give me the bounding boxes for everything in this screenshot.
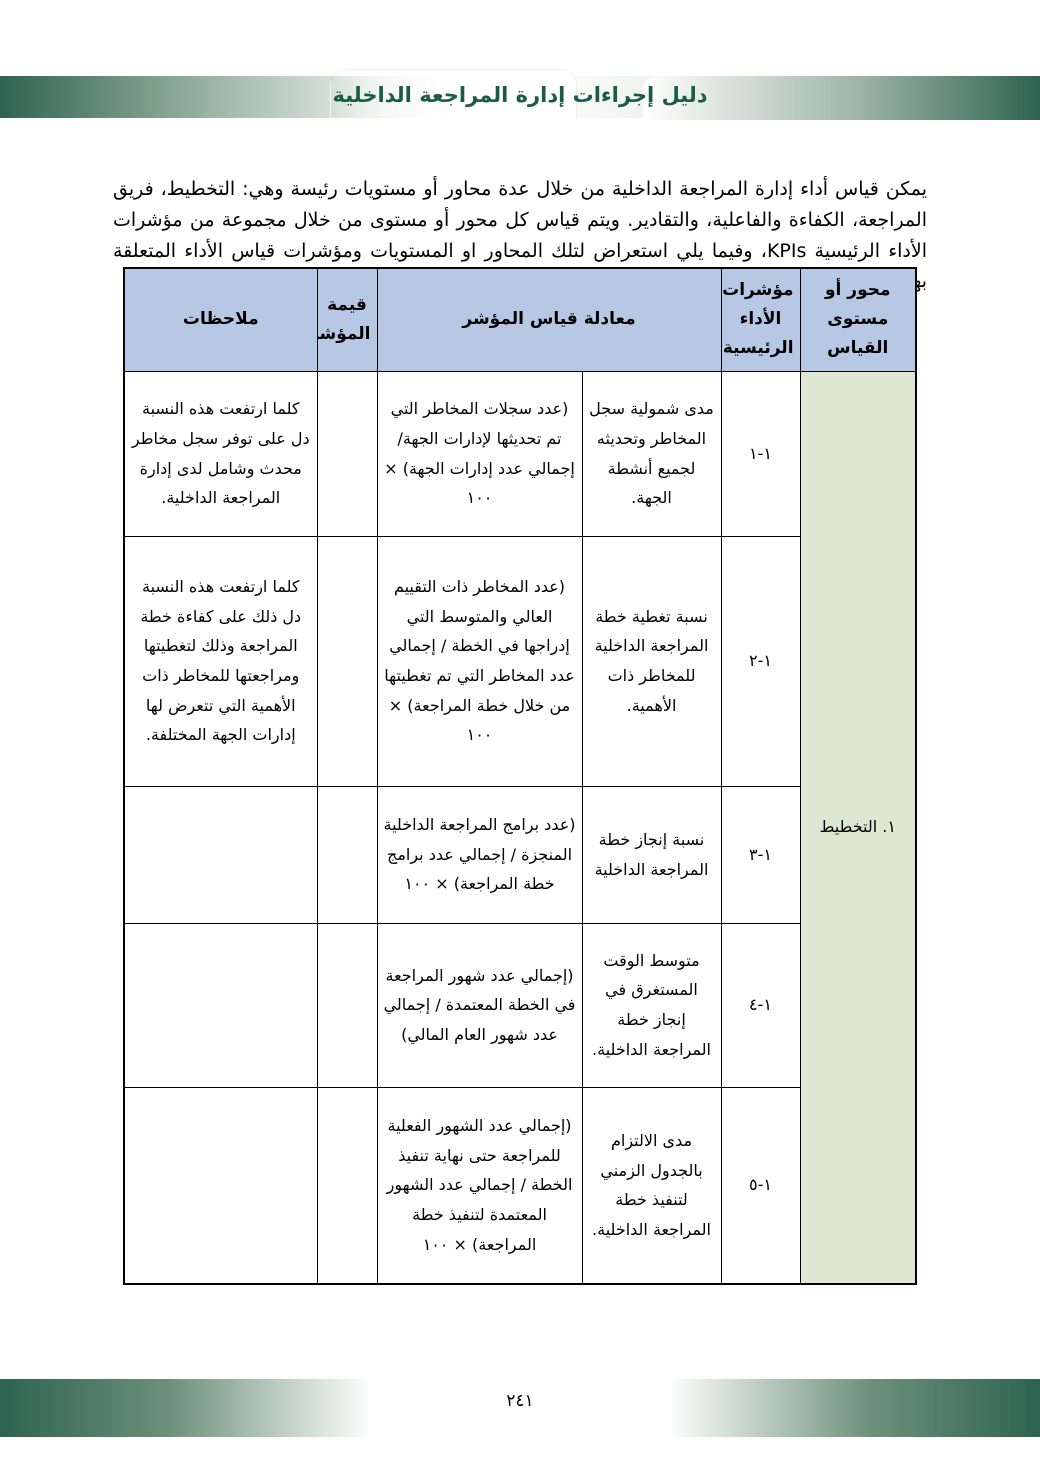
kpi-description-cell: مدى الالتزام بالجدول الزمني لتنفيذ خطة ا… <box>581 1086 722 1285</box>
kpi-row: ١-٢ نسبة تغطية خطة المراجعة الداخلية للم… <box>123 535 916 787</box>
kpi-table: محور أو مستوى القياس مؤشرات الأداء الرئي… <box>123 267 918 1285</box>
col-header-equation: معادلة قياس المؤشر <box>376 267 722 372</box>
kpi-number-cell: ١-٣ <box>720 785 801 924</box>
kpi-number-cell: ١-٢ <box>720 535 801 787</box>
document-title: دليل إجراءات إدارة المراجعة الداخلية <box>332 83 708 107</box>
kpi-equation-cell: (إجمالي عدد شهور المراجعة في الخطة المعت… <box>376 922 583 1088</box>
kpi-description-cell: مدى شمولية سجل المخاطر وتحديثه لجميع أنش… <box>581 370 722 537</box>
footer-gradient-bar-left <box>0 1379 396 1437</box>
col-header-value: قيمة المؤشر <box>316 267 378 372</box>
footer-gradient-bar-right <box>644 1379 1040 1437</box>
header-tab-shape-left <box>330 69 577 122</box>
kpi-description-cell: نسبة تغطية خطة المراجعة الداخلية للمخاطر… <box>581 535 722 787</box>
table-header-row: محور أو مستوى القياس مؤشرات الأداء الرئي… <box>123 267 917 372</box>
axis-group-cell: ١. التخطيط <box>799 370 917 1285</box>
kpi-row: ١-٣ نسبة إنجاز خطة المراجعة الداخلية (عد… <box>123 785 916 924</box>
notes-cell <box>123 785 318 924</box>
col-header-kpi: مؤشرات الأداء الرئيسية <box>720 267 801 372</box>
indicator-value-cell <box>316 922 378 1088</box>
notes-cell <box>123 922 318 1088</box>
notes-cell: كلما ارتفعت هذه النسبة دل ذلك على كفاءة … <box>123 535 318 787</box>
kpi-equation-cell: (عدد سجلات المخاطر التي تم تحديثها لإدار… <box>376 370 583 537</box>
document-header-bar: دليل إجراءات إدارة المراجعة الداخلية <box>0 69 1040 122</box>
kpi-row: ١. التخطيط ١-١ مدى شمولية سجل المخاطر وت… <box>123 370 917 1285</box>
header-tab-shape-right <box>643 76 1040 120</box>
kpi-number-cell: ١-٥ <box>720 1086 801 1285</box>
indicator-value-cell <box>316 535 378 787</box>
intro-paragraph: يمكن قياس أداء إدارة المراجعة الداخلية م… <box>113 178 927 292</box>
kpi-number-cell: ١-٤ <box>720 922 801 1088</box>
indicator-value-cell <box>316 785 378 924</box>
kpi-equation-cell: (إجمالي عدد الشهور الفعلية للمراجعة حتى … <box>376 1086 583 1285</box>
kpi-equation-cell: (عدد المخاطر ذات التقييم العالي والمتوسط… <box>376 535 583 787</box>
indicator-value-cell <box>316 370 378 537</box>
col-header-axis: محور أو مستوى القياس <box>799 267 917 372</box>
kpi-number-cell: ١-١ <box>720 370 801 537</box>
kpi-description-cell: متوسط الوقت المستغرق في إنجاز خطة المراج… <box>581 922 722 1088</box>
kpi-row: ١-٥ مدى الالتزام بالجدول الزمني لتنفيذ خ… <box>123 1086 916 1285</box>
notes-cell <box>123 1086 318 1285</box>
kpi-description-cell: نسبة إنجاز خطة المراجعة الداخلية <box>581 785 722 924</box>
notes-cell: كلما ارتفعت هذه النسبة دل على توفر سجل م… <box>123 370 318 537</box>
indicator-value-cell <box>316 1086 378 1285</box>
col-header-notes: ملاحظات <box>123 267 318 372</box>
kpi-row: ١-٤ متوسط الوقت المستغرق في إنجاز خطة ال… <box>123 922 916 1088</box>
kpi-equation-cell: (عدد برامج المراجعة الداخلية المنجزة / إ… <box>376 785 583 924</box>
page-number: ٢٤١ <box>506 1391 534 1411</box>
